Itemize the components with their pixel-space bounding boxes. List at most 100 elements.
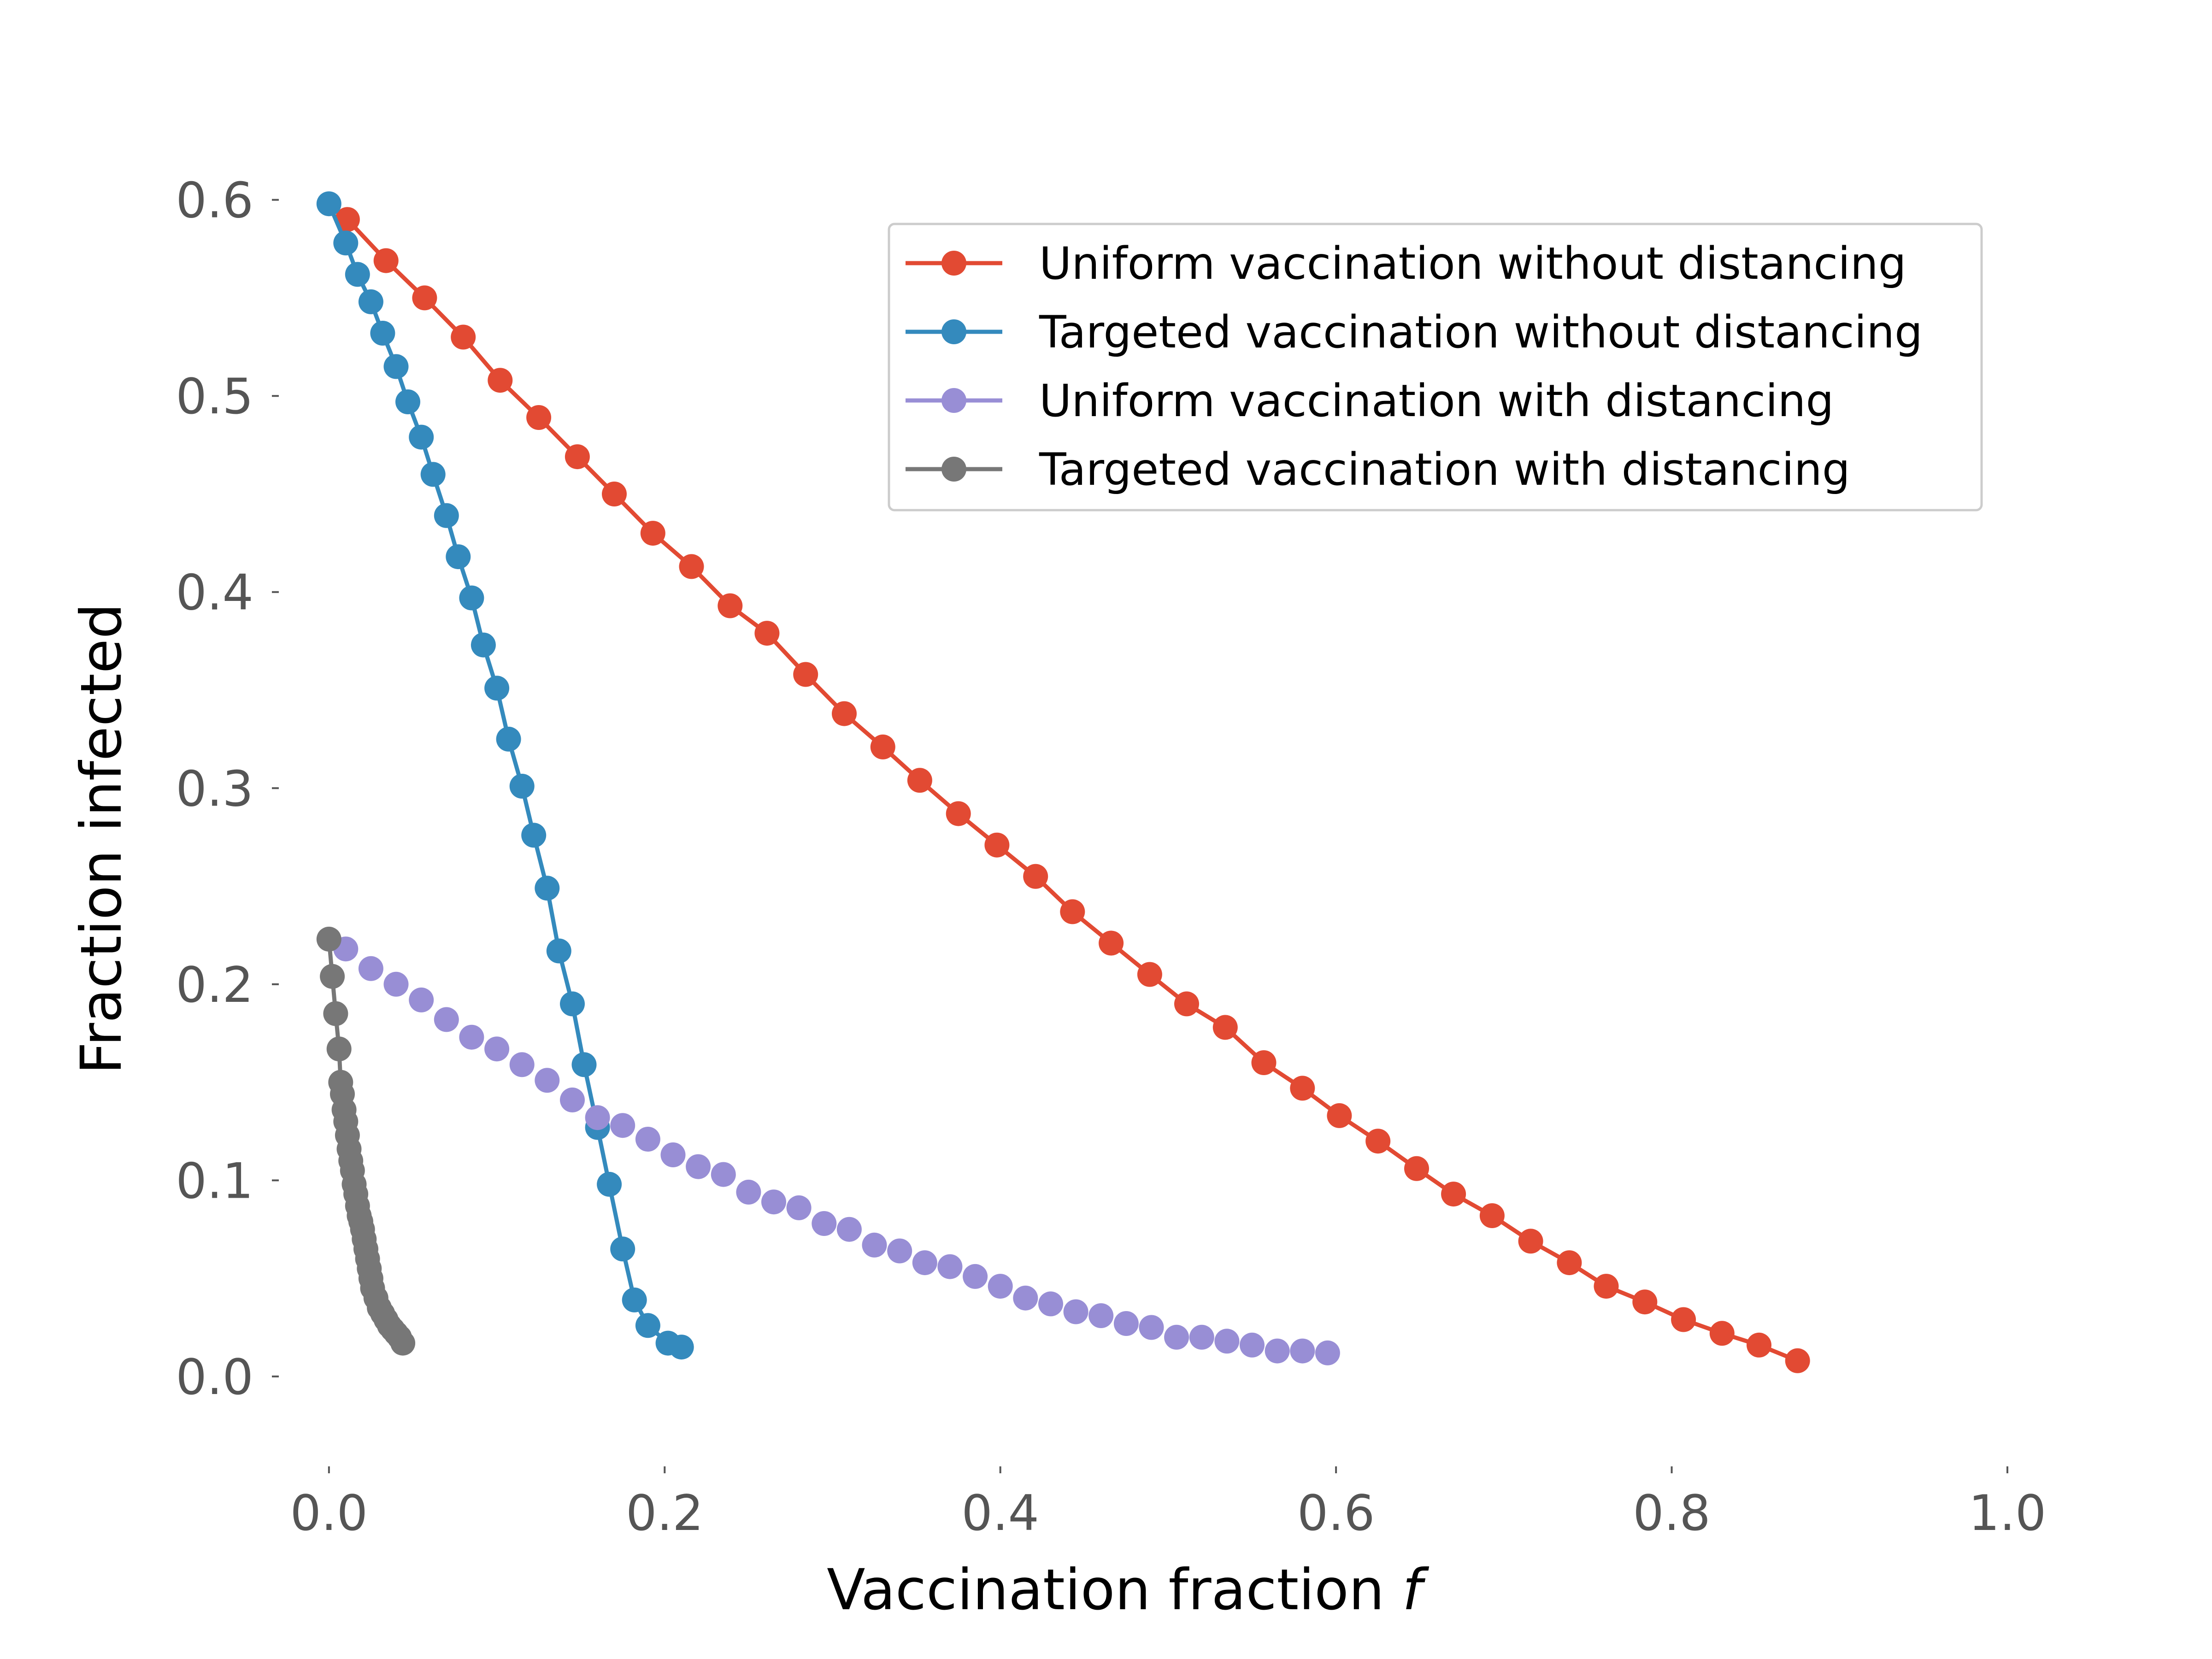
data-point — [718, 593, 743, 618]
y-tick-label: 0.0 — [176, 1349, 253, 1406]
data-point — [316, 926, 341, 952]
data-point — [1137, 962, 1162, 987]
data-point — [761, 1189, 786, 1215]
data-point — [409, 987, 434, 1012]
y-tick-label: 0.4 — [176, 565, 253, 621]
data-point — [635, 1313, 660, 1338]
data-point — [660, 1142, 686, 1167]
y-tick-label: 0.5 — [176, 368, 253, 425]
data-point — [358, 956, 383, 981]
x-tick-label: 0.2 — [626, 1485, 704, 1541]
data-point — [546, 938, 571, 964]
y-tick-label: 0.2 — [176, 957, 253, 1013]
data-point — [535, 876, 560, 901]
data-point — [1164, 1324, 1189, 1350]
data-point — [323, 1001, 348, 1026]
data-point — [370, 321, 395, 346]
data-point — [622, 1287, 647, 1312]
data-point — [434, 503, 459, 528]
data-point — [711, 1162, 736, 1187]
data-point — [1441, 1182, 1466, 1207]
data-point — [1113, 1311, 1139, 1336]
series-line — [327, 203, 682, 1349]
data-point — [963, 1264, 988, 1289]
data-point — [459, 585, 484, 611]
legend-marker — [941, 388, 966, 413]
data-point — [937, 1254, 963, 1279]
series-2 — [316, 191, 694, 1360]
data-point — [565, 444, 590, 470]
data-point — [535, 1068, 560, 1093]
data-point — [610, 1113, 635, 1138]
data-point — [1013, 1285, 1038, 1311]
data-point — [597, 1171, 622, 1197]
data-point — [1290, 1076, 1315, 1101]
data-point — [345, 262, 370, 287]
data-point — [412, 285, 437, 311]
y-axis: 0.0 0.1 0.2 0.3 0.4 0.5 0.6 — [176, 172, 279, 1406]
data-point — [1671, 1307, 1696, 1332]
data-point — [471, 632, 496, 658]
data-point — [1088, 1303, 1114, 1328]
data-point — [946, 801, 971, 826]
data-point — [870, 734, 895, 759]
legend-label: Targeted vaccination with distancing — [1039, 444, 1850, 495]
data-point — [1479, 1203, 1505, 1228]
legend-marker — [941, 319, 966, 344]
plot-area — [316, 191, 1810, 1373]
x-axis: 0.0 0.2 0.4 0.6 0.8 1.0 — [290, 1466, 2046, 1541]
y-tick-label: 0.1 — [176, 1153, 253, 1209]
data-point — [509, 774, 535, 799]
x-tick-label: 0.0 — [290, 1485, 368, 1541]
legend-item: Uniform vaccination with distancing — [906, 375, 1834, 427]
legend-marker — [941, 457, 966, 482]
data-point — [832, 701, 857, 726]
data-point — [1174, 991, 1199, 1017]
data-point — [1404, 1156, 1429, 1181]
data-point — [560, 1087, 585, 1112]
legend: Uniform vaccination without distancing Ta… — [888, 223, 1983, 512]
data-point — [390, 1330, 416, 1356]
data-point — [560, 991, 585, 1017]
data-point — [754, 621, 780, 646]
data-point — [907, 768, 932, 793]
data-point — [571, 1052, 597, 1077]
data-point — [610, 1236, 635, 1262]
data-point — [1212, 1015, 1238, 1040]
data-point — [1240, 1332, 1265, 1358]
data-point — [679, 554, 704, 579]
data-point — [395, 389, 420, 414]
y-axis-label: Fraction infected — [69, 603, 134, 1074]
data-point — [1365, 1129, 1391, 1154]
data-point — [1315, 1340, 1340, 1365]
data-point — [669, 1335, 694, 1360]
data-point — [484, 676, 510, 701]
data-point — [1023, 864, 1048, 889]
data-point — [1060, 899, 1085, 924]
data-point — [1290, 1338, 1315, 1364]
data-point — [1518, 1229, 1543, 1254]
legend-label: Uniform vaccination with distancing — [1039, 375, 1834, 427]
data-point — [1265, 1338, 1290, 1364]
x-tick-label: 0.6 — [1297, 1485, 1375, 1541]
series-1 — [335, 207, 1810, 1373]
data-point — [836, 1217, 862, 1242]
x-axis-label: Vaccination fraction f — [827, 1557, 1430, 1623]
data-point — [1214, 1329, 1240, 1354]
data-point — [988, 1274, 1013, 1299]
series-4 — [316, 926, 416, 1356]
data-point — [509, 1052, 535, 1077]
y-tick-label: 0.3 — [176, 760, 253, 817]
data-point — [373, 248, 399, 273]
legend-label: Targeted vaccination without distancing — [1039, 306, 1923, 358]
data-point — [602, 482, 627, 506]
data-point — [383, 354, 409, 379]
data-point — [446, 544, 471, 570]
data-point — [793, 662, 818, 687]
x-tick-label: 0.8 — [1633, 1485, 1711, 1541]
legend-item: Targeted vaccination with distancing — [906, 444, 1850, 495]
data-point — [333, 230, 359, 256]
data-point — [420, 462, 446, 487]
legend-frame — [888, 223, 1983, 512]
